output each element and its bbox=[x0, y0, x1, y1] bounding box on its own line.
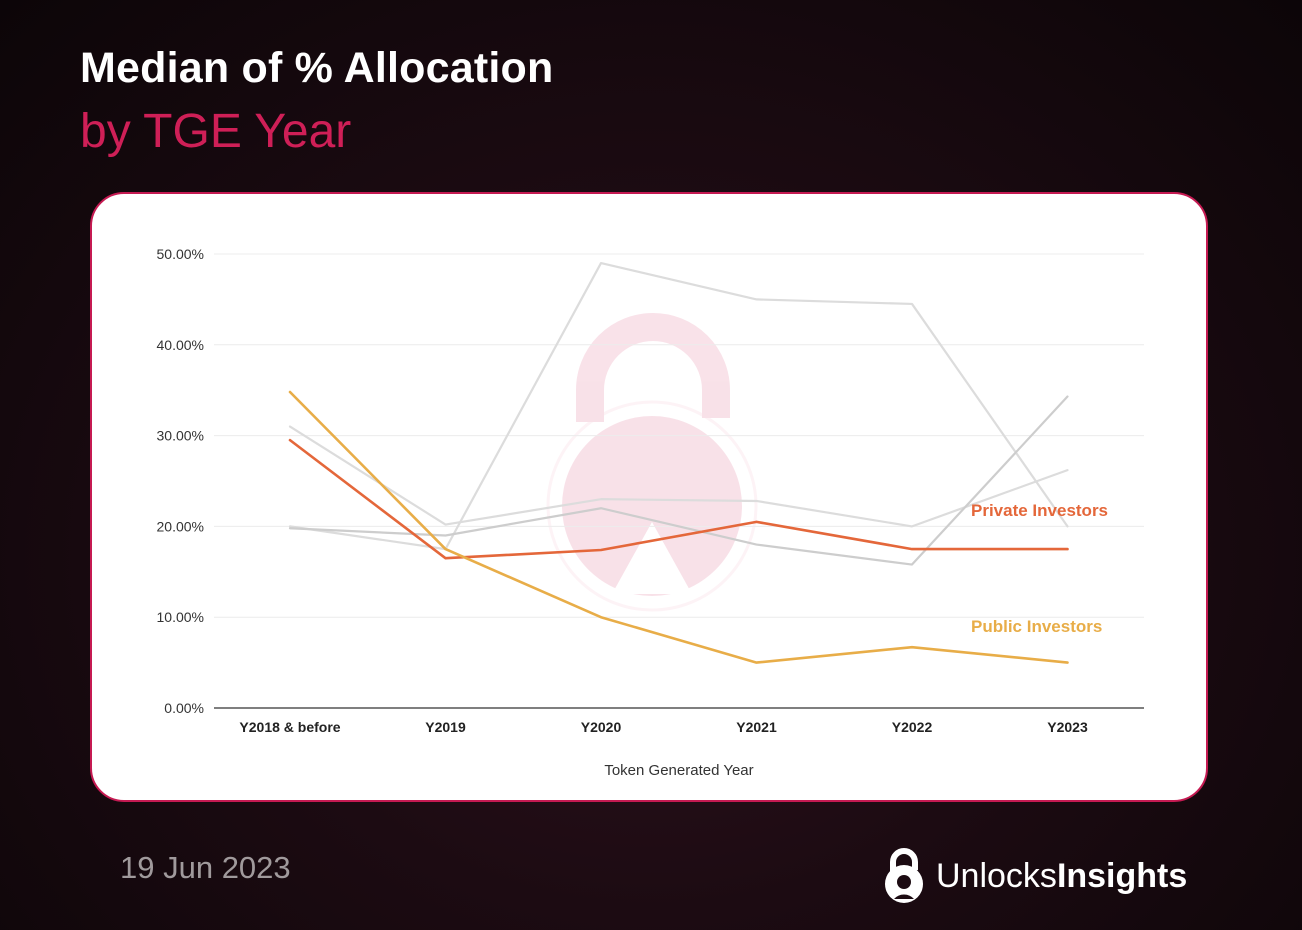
x-tick-label: Y2023 bbox=[1047, 719, 1088, 735]
x-tick-label: Y2018 & before bbox=[239, 719, 340, 735]
x-tick-label: Y2019 bbox=[425, 719, 466, 735]
lock-watermark-icon bbox=[546, 313, 758, 612]
series-line-public-investors bbox=[288, 390, 1069, 664]
series-label-private-investors: Private Investors bbox=[971, 501, 1108, 520]
y-tick-label: 20.00% bbox=[157, 518, 204, 534]
lock-logo-icon bbox=[885, 848, 923, 903]
chart-card: Y2018 & before Y2019 Y2020 Y2021 Y2022 Y2023 … bbox=[90, 192, 1208, 802]
y-tick-label: 50.00% bbox=[157, 246, 204, 262]
line-chart: Y2018 & before Y2019 Y2020 Y2021 Y2022 Y2023 … bbox=[157, 246, 1144, 779]
series-label-public-investors: Public Investors bbox=[971, 617, 1102, 636]
publish-date: 19 Jun 2023 bbox=[120, 850, 291, 885]
y-tick-label: 0.00% bbox=[164, 700, 204, 716]
x-tick-label: Y2022 bbox=[892, 719, 933, 735]
series-line-series-c bbox=[288, 395, 1069, 566]
brand-name-part2: Insights bbox=[1056, 856, 1188, 895]
brand-name-part1: Unlocks bbox=[936, 856, 1057, 895]
page-subtitle: by TGE Year bbox=[80, 105, 352, 158]
series-line-series-b bbox=[288, 425, 1069, 528]
y-tick-label: 10.00% bbox=[157, 609, 204, 625]
x-axis-title: Token Generated Year bbox=[604, 762, 753, 779]
x-tick-label: Y2020 bbox=[581, 719, 622, 735]
page-title: Median of % Allocation bbox=[80, 44, 554, 92]
brand-logo: UnlocksInsights bbox=[882, 846, 1187, 906]
series-line-private-investors bbox=[288, 438, 1069, 560]
y-tick-label: 40.00% bbox=[157, 337, 204, 353]
x-tick-label: Y2021 bbox=[736, 719, 777, 735]
series-line-series-a bbox=[288, 261, 1069, 551]
brand-name: UnlocksInsights bbox=[936, 857, 1187, 896]
y-tick-label: 30.00% bbox=[157, 428, 204, 444]
